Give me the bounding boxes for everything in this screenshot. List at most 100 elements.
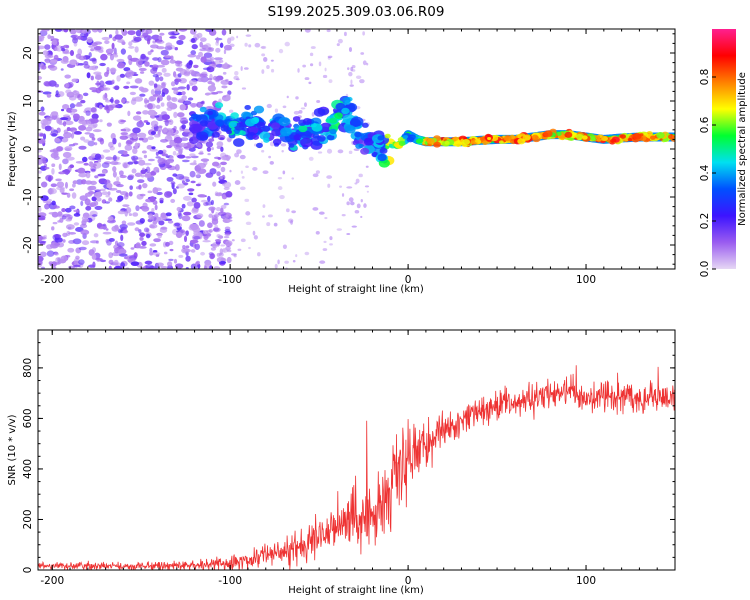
heatmap-noise-blob xyxy=(120,132,128,136)
ridge-blob xyxy=(503,135,512,142)
heatmap-noise-blob xyxy=(159,227,168,234)
heatmap-noise-blob xyxy=(94,102,99,108)
heatmap-noise-blob xyxy=(200,101,204,104)
ridge-blob xyxy=(377,135,385,141)
heatmap-speckle xyxy=(222,71,227,75)
heatmap-noise-blob xyxy=(157,157,166,165)
heatmap-noise-blob xyxy=(159,32,165,36)
heatmap-noise-blob xyxy=(219,137,225,140)
heatmap-noise-blob xyxy=(191,197,197,203)
heatmap-noise-blob xyxy=(105,104,109,110)
heatmap-speckle xyxy=(326,175,333,179)
heatmap-noise-blob xyxy=(205,201,213,206)
heatmap-speckle xyxy=(290,219,293,225)
heatmap-noise-blob xyxy=(89,87,97,91)
heatmap-noise-blob xyxy=(114,99,120,104)
y-tick-label: 0 xyxy=(22,146,34,153)
ridge-blob xyxy=(377,153,387,162)
heatmap-noise-blob xyxy=(174,78,182,83)
ridge-blob xyxy=(229,121,237,128)
heatmap-speckle xyxy=(229,169,232,173)
heatmap-ridge xyxy=(188,95,675,168)
heatmap-speckle xyxy=(317,151,323,154)
heatmap-noise-blob xyxy=(132,135,138,140)
heatmap-speckle xyxy=(336,43,340,47)
heatmap-noise-blob xyxy=(80,223,88,229)
ridge-blob xyxy=(239,130,246,136)
heatmap-noise-blob xyxy=(46,93,52,98)
heatmap-speckle xyxy=(328,79,333,84)
heatmap-noise-blob xyxy=(130,247,135,250)
heatmap-noise-blob xyxy=(69,59,78,66)
heatmap-noise-blob xyxy=(175,146,184,152)
heatmap-noise-blob xyxy=(101,87,111,91)
heatmap-noise-blob xyxy=(64,120,74,126)
heatmap-noise-blob xyxy=(152,187,159,194)
heatmap-noise-blob xyxy=(185,179,190,183)
heatmap-noise-blob xyxy=(202,67,211,71)
heatmap-noise-blob xyxy=(225,242,232,248)
ridge-blob xyxy=(329,128,337,135)
heatmap-speckle xyxy=(231,239,235,242)
ridge-blob xyxy=(302,117,312,126)
colorbar-tick-label: 0.0 xyxy=(699,261,711,278)
heatmap-noise-blob xyxy=(144,260,153,265)
heatmap-noise-blob xyxy=(219,260,227,265)
ridge-blob xyxy=(498,140,504,145)
heatmap-speckle xyxy=(229,36,235,41)
heatmap-noise-blob xyxy=(53,234,62,238)
heatmap-noise-blob xyxy=(152,220,158,225)
heatmap-noise-blob xyxy=(83,139,90,143)
y-tick-label: 200 xyxy=(22,509,34,529)
heatmap-noise-blob xyxy=(111,252,121,257)
heatmap-noise-blob xyxy=(135,30,142,37)
heatmap-noise-blob xyxy=(176,39,184,45)
heatmap-noise-blob xyxy=(135,242,141,249)
x-tick-label: -200 xyxy=(40,274,64,286)
heatmap-noise-blob xyxy=(116,176,120,182)
heatmap-noise-blob xyxy=(161,82,166,89)
colorbar-tick-label: 0.8 xyxy=(699,69,711,86)
heatmap-noise-blob xyxy=(141,266,146,269)
ridge-blob xyxy=(344,99,351,105)
heatmap-noise-blob xyxy=(128,213,133,216)
heatmap-noise-blob xyxy=(80,99,86,104)
heatmap-noise-blob xyxy=(50,152,59,159)
heatmap-noise-blob xyxy=(71,192,77,199)
colorbar-gradient xyxy=(712,29,736,269)
heatmap-noise-blob xyxy=(142,32,149,38)
heatmap-noise-blob xyxy=(185,255,191,262)
heatmap-speckle xyxy=(257,252,261,257)
heatmap-noise-blob xyxy=(134,96,144,102)
heatmap-noise-blob xyxy=(78,124,87,131)
heatmap-speckle xyxy=(223,49,227,55)
heatmap-noise-blob xyxy=(90,118,99,124)
heatmap-noise-blob xyxy=(50,59,58,63)
heatmap-noise-blob xyxy=(77,167,86,174)
heatmap-noise-blob xyxy=(74,103,83,107)
ridge-blob xyxy=(244,104,251,110)
heatmap-noise-blob xyxy=(73,264,81,268)
heatmap-speckle xyxy=(285,208,290,213)
ridge-blob xyxy=(543,130,553,138)
heatmap-noise-blob xyxy=(132,212,139,217)
heatmap-noise-blob xyxy=(119,73,126,78)
heatmap-noise-blob xyxy=(83,64,90,69)
heatmap-noise-blob xyxy=(178,34,186,41)
heatmap-speckle xyxy=(219,252,224,257)
heatmap-noise-blob xyxy=(220,161,227,166)
heatmap-noise-blob xyxy=(51,226,55,231)
heatmap-noise-blob xyxy=(51,200,56,206)
heatmap-noise-blob xyxy=(193,64,199,69)
heatmap-noise-blob xyxy=(139,93,146,97)
heatmap-noise-blob xyxy=(221,194,227,200)
heatmap-noise-blob xyxy=(94,205,103,211)
heatmap-noise-blob xyxy=(197,194,207,198)
heatmap-noise-blob xyxy=(73,131,82,135)
heatmap-speckle xyxy=(262,215,265,218)
y-tick-label: 600 xyxy=(22,408,34,428)
heatmap-noise-blob xyxy=(169,36,177,39)
ridge-blob xyxy=(215,119,225,127)
ridge-blob xyxy=(444,140,450,145)
heatmap-noise-blob xyxy=(224,62,228,68)
